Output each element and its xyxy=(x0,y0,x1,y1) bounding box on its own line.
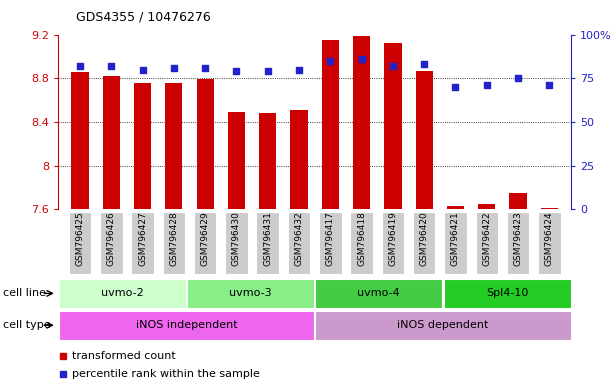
Point xyxy=(357,56,367,62)
Text: GSM796425: GSM796425 xyxy=(75,211,84,266)
Bar xyxy=(415,71,433,209)
Text: uvmo-4: uvmo-4 xyxy=(357,288,400,298)
Bar xyxy=(322,40,339,209)
FancyBboxPatch shape xyxy=(288,212,310,274)
Point xyxy=(169,65,179,71)
Text: iNOS dependent: iNOS dependent xyxy=(397,320,489,330)
Text: GSM796419: GSM796419 xyxy=(389,211,397,266)
Text: GSM796431: GSM796431 xyxy=(263,211,273,266)
FancyBboxPatch shape xyxy=(68,212,91,274)
Point xyxy=(513,75,523,81)
Bar xyxy=(541,208,558,209)
Point xyxy=(137,66,147,73)
Point xyxy=(482,82,492,88)
Bar xyxy=(259,113,276,209)
FancyBboxPatch shape xyxy=(100,212,123,274)
FancyBboxPatch shape xyxy=(413,212,436,274)
FancyBboxPatch shape xyxy=(538,212,561,274)
Text: GSM796429: GSM796429 xyxy=(200,211,210,266)
FancyBboxPatch shape xyxy=(319,212,342,274)
Text: GSM796432: GSM796432 xyxy=(295,211,304,266)
FancyBboxPatch shape xyxy=(59,279,186,308)
Bar xyxy=(71,72,89,209)
Point xyxy=(294,66,304,73)
Point xyxy=(75,63,85,69)
Text: GSM796428: GSM796428 xyxy=(169,211,178,266)
Text: cell line: cell line xyxy=(3,288,46,298)
FancyBboxPatch shape xyxy=(507,212,529,274)
Text: GSM796427: GSM796427 xyxy=(138,211,147,266)
Text: GSM796430: GSM796430 xyxy=(232,211,241,266)
FancyBboxPatch shape xyxy=(475,212,498,274)
Bar xyxy=(228,112,245,209)
Bar xyxy=(103,76,120,209)
Point xyxy=(106,63,116,69)
Point xyxy=(232,68,241,74)
FancyBboxPatch shape xyxy=(187,279,314,308)
FancyBboxPatch shape xyxy=(163,212,185,274)
Text: transformed count: transformed count xyxy=(72,351,176,361)
Text: GSM796426: GSM796426 xyxy=(107,211,115,266)
Text: GSM796417: GSM796417 xyxy=(326,211,335,266)
FancyBboxPatch shape xyxy=(382,212,404,274)
Text: GSM796422: GSM796422 xyxy=(482,211,491,266)
Text: GSM796418: GSM796418 xyxy=(357,211,366,266)
FancyBboxPatch shape xyxy=(225,212,247,274)
FancyBboxPatch shape xyxy=(444,212,467,274)
FancyBboxPatch shape xyxy=(257,212,279,274)
FancyBboxPatch shape xyxy=(350,212,373,274)
Bar xyxy=(134,83,151,209)
Text: GSM796420: GSM796420 xyxy=(420,211,429,266)
Bar xyxy=(290,110,307,209)
Text: GSM796421: GSM796421 xyxy=(451,211,460,266)
Bar xyxy=(510,193,527,209)
Point xyxy=(419,61,429,67)
Point xyxy=(450,84,460,90)
Text: GSM796423: GSM796423 xyxy=(514,211,522,266)
Text: cell type: cell type xyxy=(3,320,51,330)
Bar xyxy=(165,83,183,209)
Point xyxy=(263,68,273,74)
FancyBboxPatch shape xyxy=(131,212,154,274)
Text: iNOS independent: iNOS independent xyxy=(136,320,237,330)
FancyBboxPatch shape xyxy=(444,279,571,308)
FancyBboxPatch shape xyxy=(194,212,216,274)
Point xyxy=(544,82,554,88)
Bar xyxy=(353,36,370,209)
Bar xyxy=(384,43,401,209)
Point xyxy=(326,58,335,64)
FancyBboxPatch shape xyxy=(315,311,571,340)
Bar xyxy=(197,79,214,209)
Point xyxy=(200,65,210,71)
Point xyxy=(388,63,398,69)
Text: GDS4355 / 10476276: GDS4355 / 10476276 xyxy=(76,10,211,23)
Text: GSM796424: GSM796424 xyxy=(545,211,554,266)
Text: uvmo-2: uvmo-2 xyxy=(101,288,144,298)
FancyBboxPatch shape xyxy=(59,311,314,340)
Bar xyxy=(447,206,464,209)
FancyBboxPatch shape xyxy=(315,279,442,308)
Bar xyxy=(478,204,496,209)
Text: percentile rank within the sample: percentile rank within the sample xyxy=(72,369,260,379)
Text: uvmo-3: uvmo-3 xyxy=(229,288,272,298)
Text: Spl4-10: Spl4-10 xyxy=(486,288,529,298)
